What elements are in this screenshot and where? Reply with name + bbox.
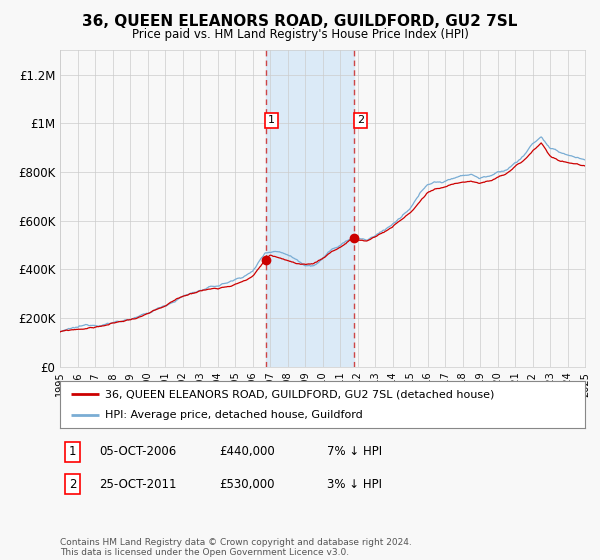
Text: 36, QUEEN ELEANORS ROAD, GUILDFORD, GU2 7SL: 36, QUEEN ELEANORS ROAD, GUILDFORD, GU2 …: [82, 14, 518, 29]
Text: Price paid vs. HM Land Registry's House Price Index (HPI): Price paid vs. HM Land Registry's House …: [131, 28, 469, 41]
Text: 2: 2: [356, 115, 364, 125]
Bar: [266, 50, 354, 367]
Text: 1: 1: [69, 445, 77, 459]
Text: 25-OCT-2011: 25-OCT-2011: [99, 478, 176, 491]
Text: 1: 1: [268, 115, 275, 125]
Text: 2: 2: [69, 478, 77, 491]
Text: 05-OCT-2006: 05-OCT-2006: [99, 445, 176, 459]
Text: Contains HM Land Registry data © Crown copyright and database right 2024.
This d: Contains HM Land Registry data © Crown c…: [60, 538, 412, 557]
Text: £530,000: £530,000: [219, 478, 275, 491]
Text: 36, QUEEN ELEANORS ROAD, GUILDFORD, GU2 7SL (detached house): 36, QUEEN ELEANORS ROAD, GUILDFORD, GU2 …: [104, 389, 494, 399]
Text: 3% ↓ HPI: 3% ↓ HPI: [327, 478, 382, 491]
Text: 7% ↓ HPI: 7% ↓ HPI: [327, 445, 382, 459]
Text: HPI: Average price, detached house, Guildford: HPI: Average price, detached house, Guil…: [104, 410, 362, 420]
Text: £440,000: £440,000: [219, 445, 275, 459]
